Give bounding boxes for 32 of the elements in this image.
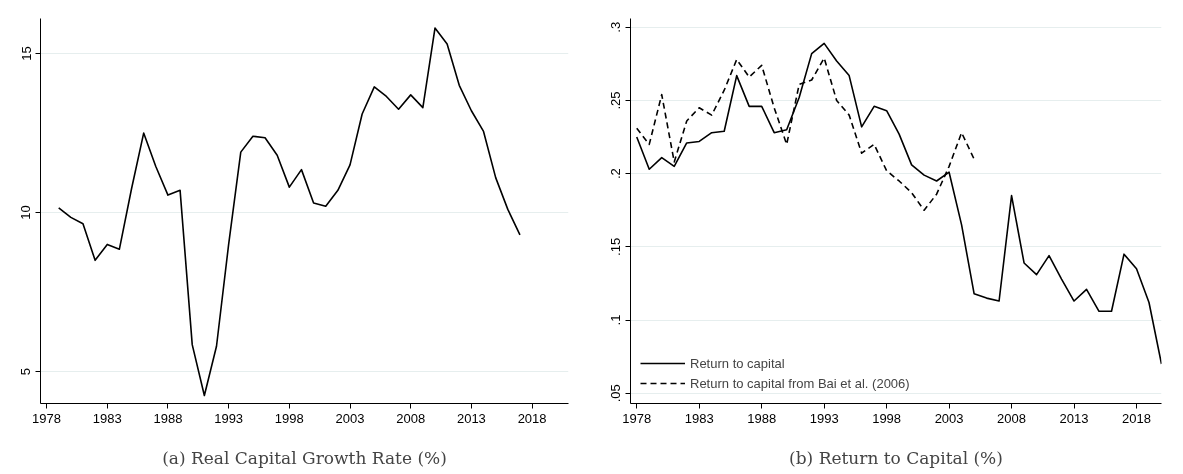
y-tick-label: .05 — [608, 384, 624, 403]
y-tick-label: .1 — [608, 314, 624, 326]
y-tick-label: 15 — [18, 46, 34, 61]
x-axis-title: (b) Return to Capital (%) — [789, 447, 1003, 468]
x-tick-label: 1998 — [872, 410, 902, 426]
x-tick-label: 2008 — [396, 410, 426, 426]
x-tick-label: 2018 — [517, 410, 547, 426]
x-tick-label: 1988 — [747, 410, 777, 426]
x-tick-label: 2003 — [335, 410, 365, 426]
legend-label: Return to capital from Bai et al. (2006) — [690, 375, 910, 391]
x-tick-label: 1983 — [684, 410, 714, 426]
x-tick-label: 2018 — [1122, 410, 1151, 426]
x-tick-label: 1993 — [809, 410, 839, 426]
x-tick-label: 1983 — [92, 410, 122, 426]
line-series — [57, 27, 521, 397]
x-tick-label: 2008 — [997, 410, 1027, 426]
y-tick-label: .15 — [608, 237, 624, 256]
x-tick-label: 2013 — [456, 410, 486, 426]
y-tick-label: .25 — [608, 91, 624, 110]
x-tick-label: 1988 — [153, 410, 183, 426]
y-tick-label: 10 — [18, 205, 34, 220]
x-axis-title: (a) Real Capital Growth Rate (%) — [162, 447, 447, 468]
x-tick-label: 2013 — [1059, 410, 1089, 426]
legend-label: Return to capital — [690, 355, 785, 371]
x-tick-label: 2003 — [934, 410, 964, 426]
y-tick-label: 5 — [18, 368, 34, 376]
x-tick-label: 1978 — [622, 410, 652, 426]
x-tick-label: 1978 — [32, 410, 62, 426]
y-tick-label: .2 — [608, 168, 624, 180]
x-tick-label: 1998 — [274, 410, 304, 426]
x-tick-label: 1993 — [214, 410, 244, 426]
y-tick-label: .3 — [608, 21, 624, 33]
